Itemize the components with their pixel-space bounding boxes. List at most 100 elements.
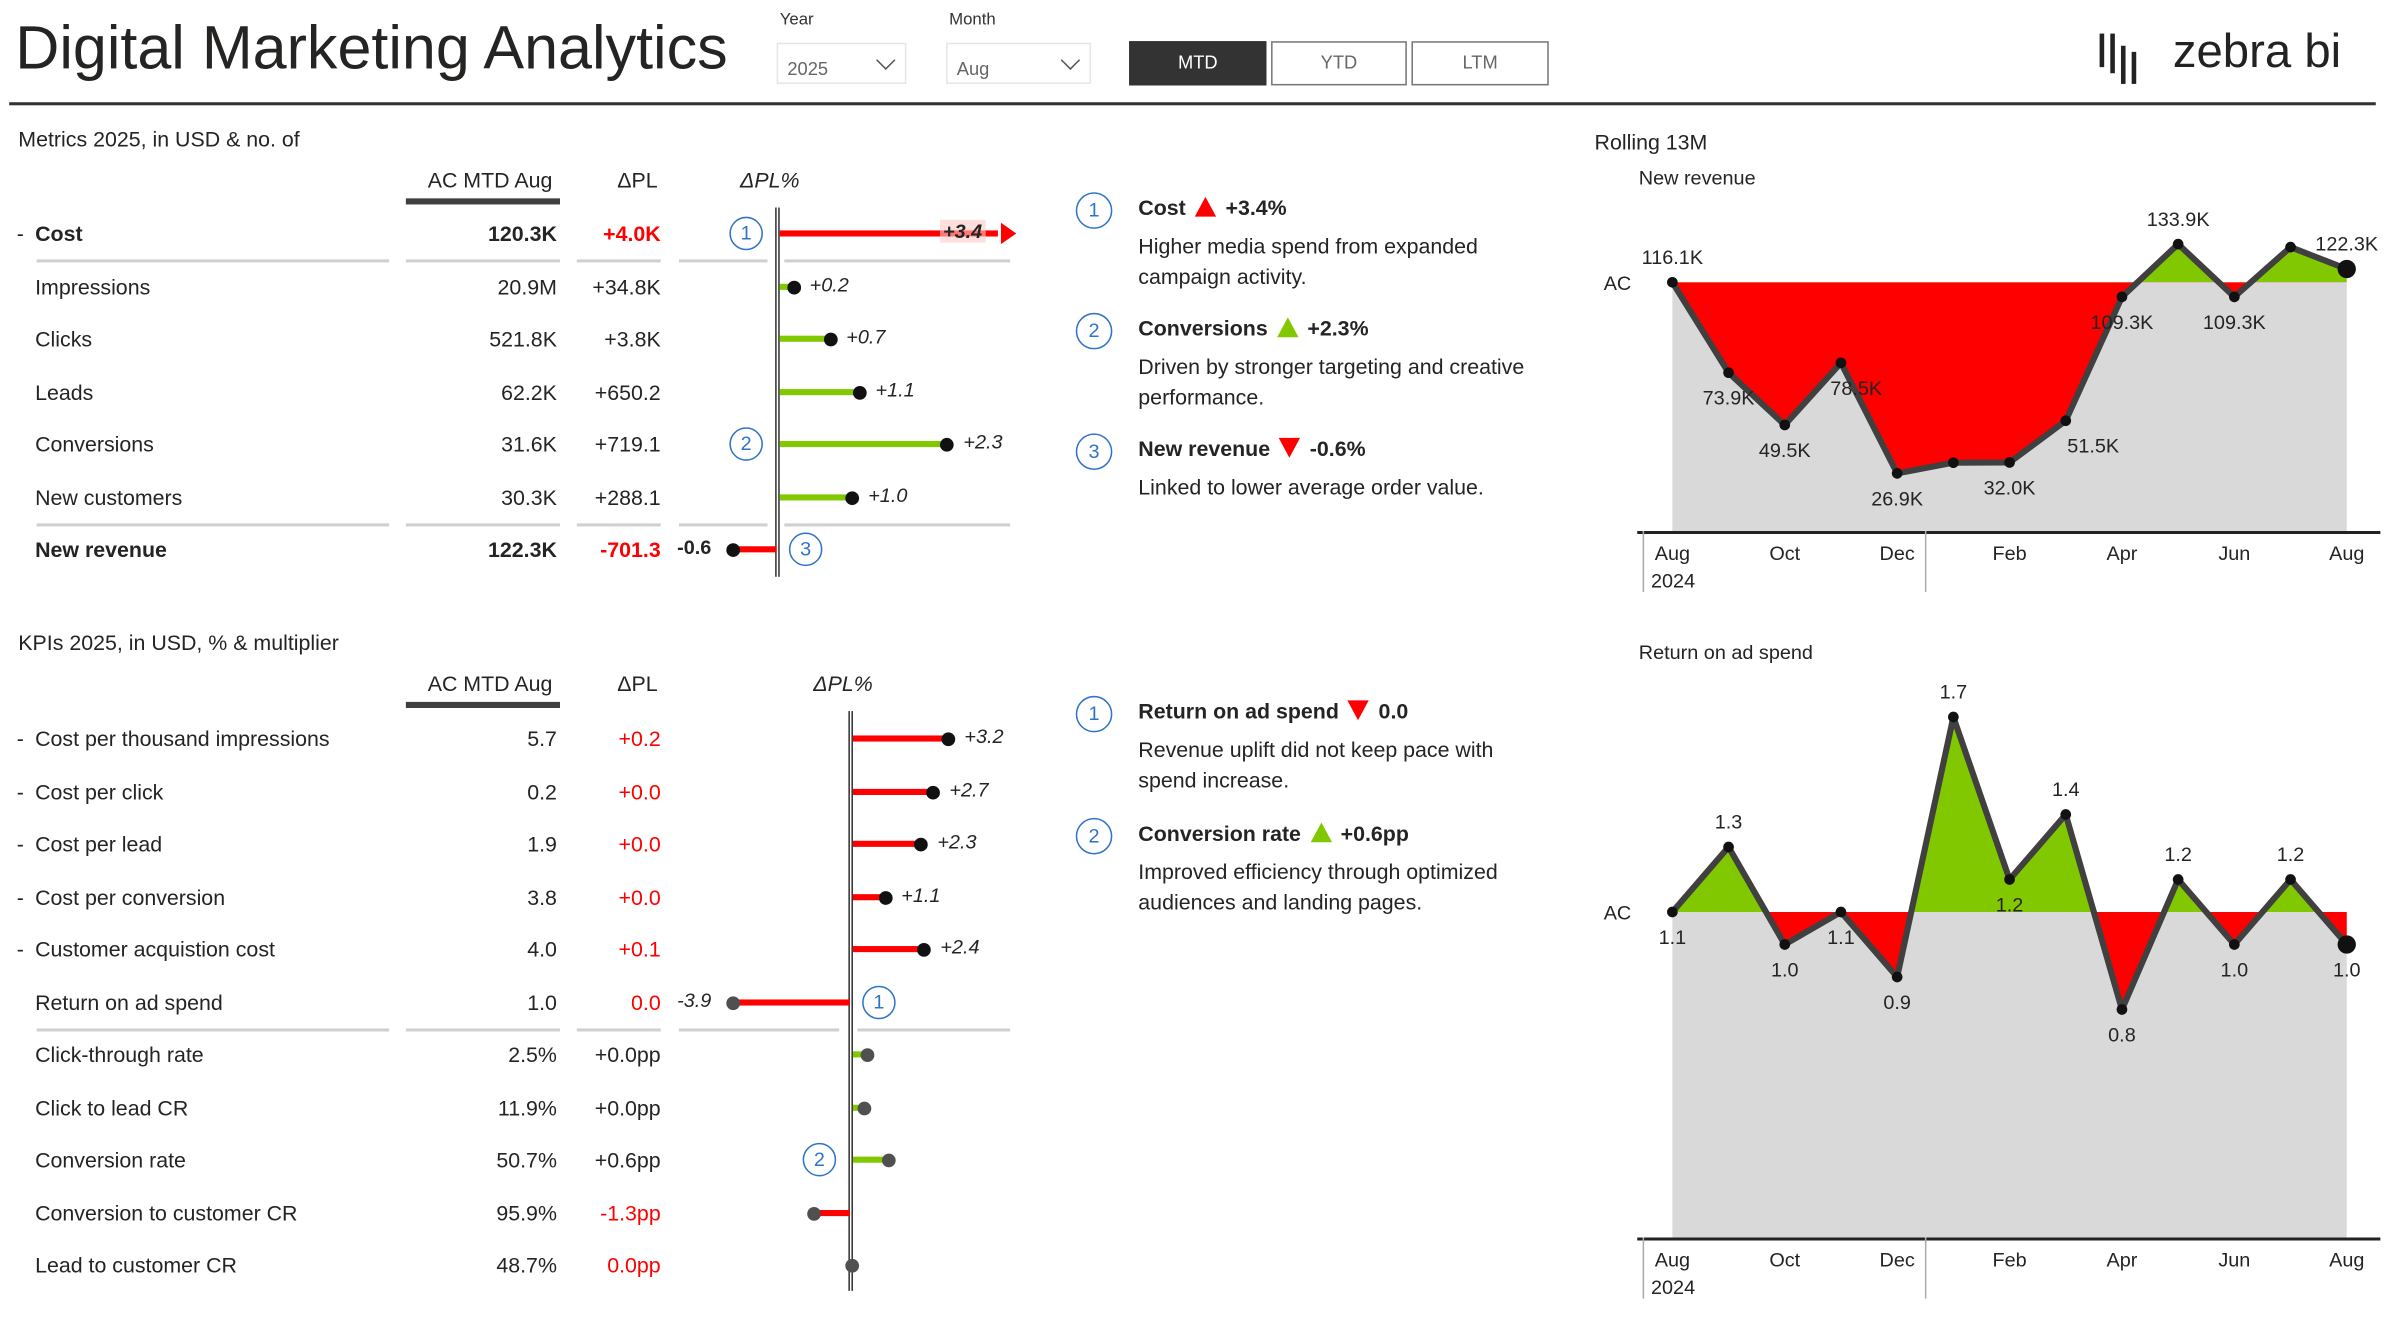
month-dropdown[interactable]: Aug — [946, 42, 1092, 84]
metrics-row-label: Clicks — [35, 326, 93, 351]
kpis-row-dpl-pct-label: +1.1 — [901, 882, 941, 906]
kpis-row-dpl: +0.0pp — [594, 1042, 661, 1067]
mtd-button[interactable]: MTD — [1129, 41, 1267, 86]
kpis-row-dpl: +0.1 — [618, 936, 661, 962]
kpis-row-bar — [852, 1156, 890, 1163]
kpis-row-dpl-pct-label: +2.3 — [937, 830, 977, 853]
kpis-row-label: Return on ad spend — [35, 989, 223, 1014]
x-tick-label: Oct — [1769, 1249, 1800, 1271]
x-tick-label: Dec — [1880, 1249, 1915, 1271]
kpis-row-label: Conversion rate — [35, 1147, 186, 1172]
kpis-row-ac: 1.0 — [527, 989, 557, 1014]
kpis-row-collapse-toggle[interactable]: - — [16, 726, 24, 751]
data-point — [2172, 874, 2184, 885]
metrics-row-bar — [779, 493, 853, 500]
x-tick-label: Apr — [2107, 1249, 2138, 1271]
data-label: 1.1 — [1827, 927, 1855, 949]
data-point — [2172, 238, 2184, 250]
kpis-annotation-marker[interactable]: 2 — [802, 1142, 837, 1177]
metrics-row-separator — [679, 522, 768, 527]
kpis-row-label: Click to lead CR — [35, 1094, 189, 1120]
metrics-row-ac: 122.3K — [488, 537, 557, 562]
data-point — [1835, 357, 1847, 369]
x-tick-label: Apr — [2107, 543, 2138, 565]
data-label: 1.7 — [1940, 682, 1968, 704]
x-tick-label: Feb — [1992, 543, 2026, 565]
kpis-row-bar-dot — [881, 1153, 896, 1168]
metrics-row-collapse-toggle[interactable]: - — [16, 221, 24, 246]
kpis-annotation-marker[interactable]: 1 — [862, 984, 896, 1019]
kpis-row-separator — [405, 1028, 560, 1032]
kpis-row-bar-dot — [726, 995, 741, 1010]
triangle-up-icon — [1310, 822, 1332, 843]
data-label: 1.2 — [2164, 844, 2192, 866]
kpis-row-separator — [36, 1028, 390, 1032]
metrics-row-dpl-pct-label: +0.2 — [809, 272, 849, 296]
kpis-row-bar-dot — [926, 785, 941, 799]
kpis-row-collapse-toggle[interactable]: - — [16, 778, 24, 804]
annotation-value: +3.4% — [1225, 195, 1287, 220]
kpis-row-collapse-toggle[interactable]: - — [16, 936, 24, 962]
data-label: 1.3 — [1715, 812, 1743, 834]
metrics-header-ac: AC MTD Aug — [427, 167, 553, 193]
metrics-row-dpl-pct-label: +0.7 — [846, 325, 886, 348]
metrics-row-dpl: -701.3 — [600, 537, 661, 562]
annotations_kpis-marker: 2 — [1075, 817, 1113, 855]
data-label: 78.5K — [1830, 378, 1882, 400]
kpis-row-ac: 5.7 — [527, 726, 557, 751]
kpis-header-underline — [405, 701, 560, 709]
x-tick-label: Oct — [1769, 543, 1800, 565]
metrics-row-separator — [405, 522, 560, 527]
annotations_metrics-title: New revenue -0.6% — [1138, 436, 1365, 460]
kpis-row-label: Lead to customer CR — [35, 1252, 237, 1278]
metrics-header-dpl-pct: ΔPL% — [740, 167, 800, 193]
data-label: 0.8 — [2108, 1025, 2136, 1047]
metrics-row-bar — [779, 335, 831, 342]
metrics-row-bar-dot — [845, 490, 860, 505]
annotations_metrics-marker: 1 — [1075, 192, 1113, 229]
kpis-header-dpl-pct: ΔPL% — [813, 671, 873, 696]
x-tick-label: Aug — [1655, 543, 1690, 565]
kpis-row-bar-dot — [857, 1100, 872, 1115]
kpis-row-dpl: -1.3pp — [600, 1200, 661, 1225]
data-label: 49.5K — [1759, 440, 1811, 462]
kpis-row-label: Cost per conversion — [35, 884, 226, 909]
metrics-annotation-marker[interactable]: 1 — [729, 216, 763, 251]
ltm-button[interactable]: LTM — [1411, 41, 1549, 86]
metrics-row-dpl-pct-label: +2.3 — [963, 430, 1003, 454]
kpis-row-collapse-toggle[interactable]: - — [16, 831, 24, 857]
metrics-annotation-marker[interactable]: 3 — [788, 532, 823, 567]
kpis-row-ac: 95.9% — [496, 1200, 557, 1225]
metrics-annotation-marker[interactable]: 2 — [729, 427, 763, 461]
month-value: Aug — [956, 57, 990, 80]
data-point — [1891, 468, 1903, 479]
ytd-button[interactable]: YTD — [1271, 41, 1407, 86]
metrics-row-dpl: +288.1 — [594, 484, 661, 509]
metrics-header-dpl: ΔPL — [617, 167, 658, 193]
annotation-value: +2.3% — [1307, 315, 1369, 341]
triangle-down-icon — [1279, 437, 1301, 458]
year-dropdown[interactable]: 2025 — [776, 42, 907, 84]
kpis-row-bar-dot — [917, 942, 932, 957]
metrics-row-separator — [784, 259, 1011, 263]
data-label: 1.1 — [1659, 927, 1687, 949]
data-point — [2337, 259, 2356, 279]
kpis-row-label: Cost per lead — [35, 831, 163, 857]
data-label: 1.2 — [1996, 895, 2024, 917]
metrics-row-bar-dot — [823, 332, 838, 347]
chart-title: New revenue — [1639, 168, 1756, 190]
kpis-row-label: Click-through rate — [35, 1042, 204, 1067]
kpis-row-ac: 4.0 — [527, 936, 557, 962]
metrics-row-separator — [36, 522, 390, 527]
metrics-row-ac: 30.3K — [501, 484, 557, 509]
data-point — [2116, 291, 2128, 303]
kpis-row-label: Cost per click — [35, 778, 164, 804]
kpis-row-collapse-toggle[interactable]: - — [16, 884, 24, 909]
metrics-row-bar-dot — [726, 543, 741, 557]
metrics-row-dpl: +3.8K — [604, 326, 661, 351]
kpis-row-dpl: 0.0 — [630, 989, 661, 1014]
annotation-metric: Conversions — [1138, 315, 1268, 341]
kpis-row-dpl: 0.0pp — [607, 1252, 661, 1278]
data-point — [1948, 711, 1959, 723]
